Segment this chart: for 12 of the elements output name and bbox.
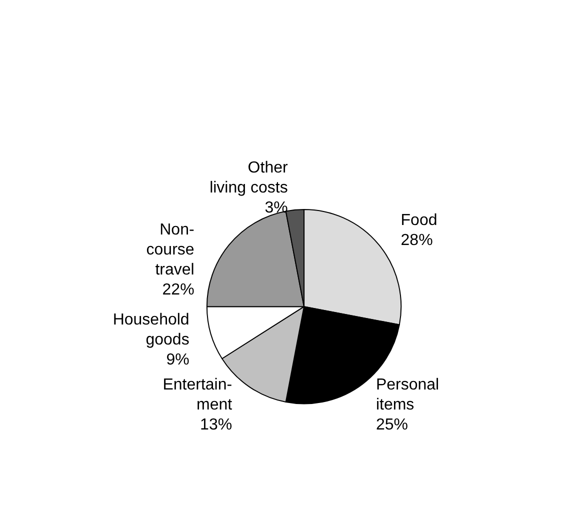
slice-label: Non- course travel <box>146 222 194 279</box>
slice-label: Other living costs <box>210 160 288 197</box>
data-label: 3% <box>264 200 288 217</box>
slice-label: Food <box>400 212 438 230</box>
slice-label: Personal items <box>376 376 440 414</box>
data-label: 28% <box>400 232 433 250</box>
slice-label: Household goods <box>112 311 190 348</box>
data-label: 9% <box>166 351 190 368</box>
data-label: 25% <box>376 416 408 434</box>
slice-label: Entertain- ment <box>162 376 233 414</box>
data-label: 22% <box>162 282 194 299</box>
data-label: 13% <box>200 416 232 434</box>
